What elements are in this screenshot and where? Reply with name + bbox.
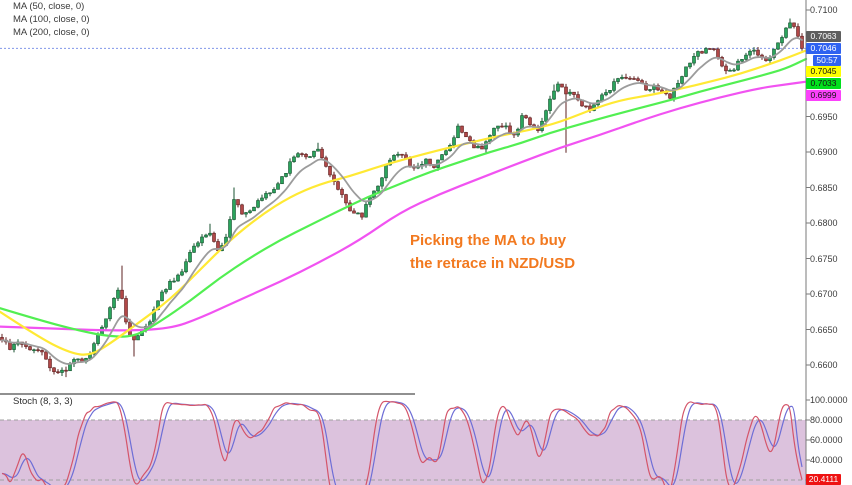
stoch-oversold-fill	[0, 420, 806, 485]
price-axis-tick-label: 0.6600	[810, 360, 838, 370]
price-tag: 0.7046	[806, 42, 841, 54]
price-tag: 0.7045	[806, 65, 841, 77]
price-axis-tick-label: 0.6800	[810, 218, 838, 228]
price-axis-tick-label: 0.7100	[810, 5, 838, 15]
stoch-axis-tick-label: 40.0000	[810, 455, 843, 465]
stoch-value-tag: 20.4111	[806, 473, 841, 485]
chart-annotation: Picking the MA to buy the retrace in NZD…	[410, 229, 575, 275]
stoch-axis-tick-label: 80.0000	[810, 415, 843, 425]
chart-annotation-line1: Picking the MA to buy	[410, 232, 567, 249]
price-tag: 0.7063	[806, 30, 841, 42]
ma-line-ma-200	[0, 80, 808, 332]
ma-legend-item-200: MA (200, close, 0)	[13, 26, 90, 38]
price-axis-tick-label: 0.6900	[810, 147, 838, 157]
price-axis-tick-label: 0.6650	[810, 324, 838, 335]
price-axis-tick-label: 0.6950	[810, 111, 838, 122]
ma-legend: MA (50, close, 0) MA (100, close, 0) MA …	[13, 1, 90, 39]
ma-line-ma-100	[0, 57, 808, 338]
ma-legend-item-100: MA (100, close, 0)	[13, 13, 90, 25]
price-axis-tick-label: 0.6850	[810, 182, 838, 193]
ma-legend-item-50: MA (50, close, 0)	[13, 1, 85, 12]
ma-line-ma-50	[0, 49, 808, 356]
ma-line-ma-fast	[1, 37, 803, 365]
stoch-signal-line	[1, 401, 803, 485]
price-tag: 0.6999	[806, 89, 841, 101]
stoch-lines	[1, 400, 803, 485]
candle-countdown-tag: 50:57	[813, 54, 841, 66]
stoch-axis-tick-label: 60.0000	[810, 435, 843, 445]
stoch-main-line	[1, 400, 803, 485]
price-axis-tick-label: 0.6750	[810, 253, 838, 264]
price-axis-tick-label: 0.6700	[810, 289, 838, 299]
stoch-indicator-label: Stoch (8, 3, 3)	[13, 396, 73, 407]
candles	[0, 18, 804, 378]
chart-annotation-line2: the retrace in NZD/USD	[410, 255, 576, 272]
price-tag: 0.7033	[806, 77, 841, 89]
stoch-axis-tick-label: 100.0000	[810, 395, 848, 405]
